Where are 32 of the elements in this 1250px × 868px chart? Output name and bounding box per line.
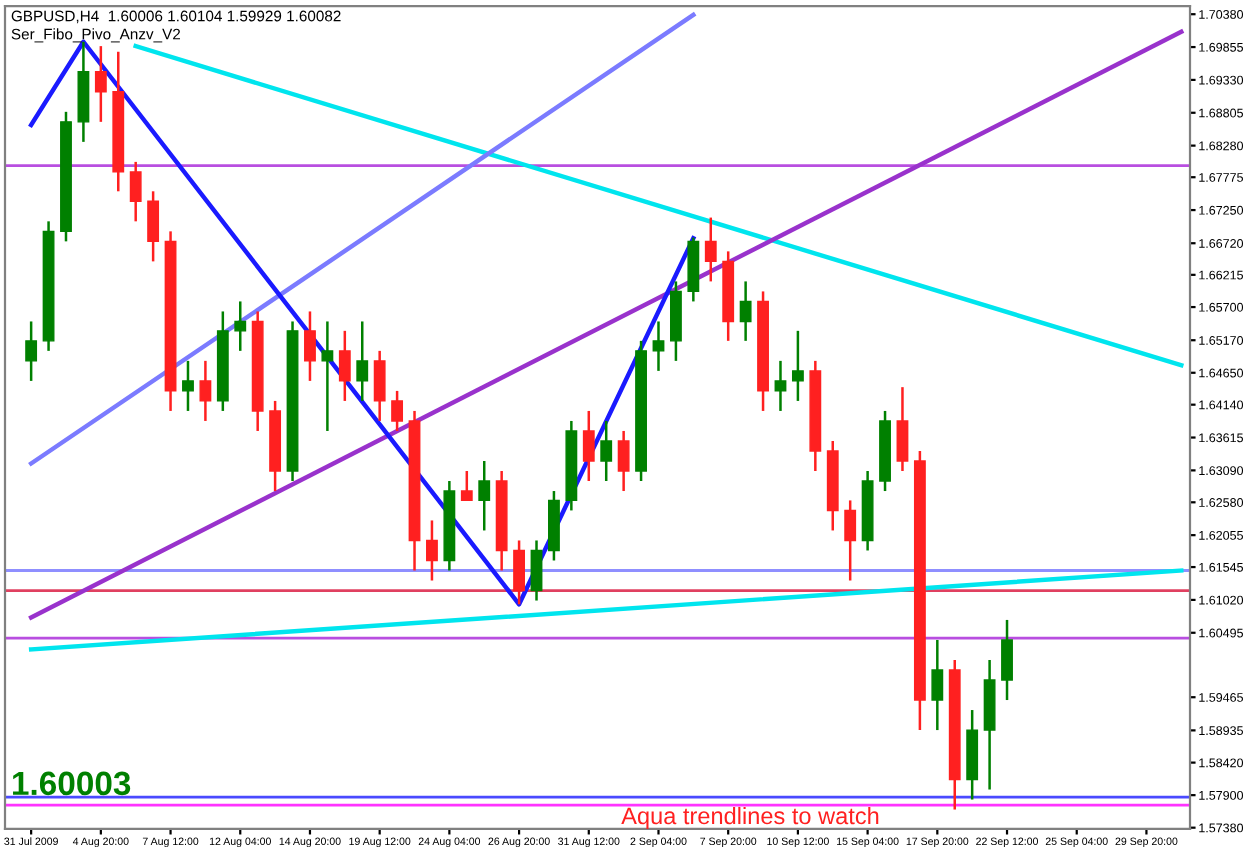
candlestick	[513, 539, 526, 606]
candlestick	[304, 310, 316, 383]
candlestick	[338, 329, 351, 403]
candlestick	[791, 329, 804, 403]
candlestick	[356, 320, 369, 403]
candlestick	[199, 359, 212, 423]
candlestick	[94, 44, 107, 124]
candlestick	[652, 320, 665, 373]
candlestick	[182, 359, 194, 413]
candlestick	[25, 320, 38, 383]
candlestick	[617, 429, 630, 493]
candlestick	[896, 385, 909, 473]
candlestick	[426, 519, 438, 582]
candlestick	[478, 459, 491, 532]
candlestick	[739, 280, 752, 343]
annotation: 1.60003	[13, 771, 131, 796]
candlestick	[147, 190, 160, 263]
candlestick	[774, 359, 787, 413]
candlestick	[234, 300, 247, 353]
candlestick	[321, 320, 334, 433]
candlestick	[391, 389, 404, 433]
candlestick	[460, 469, 473, 502]
annotation: Aqua trendlines to watch	[621, 806, 879, 829]
candlestick	[582, 409, 595, 483]
candlestick	[931, 638, 944, 732]
candlestick	[600, 419, 613, 483]
candlestick	[530, 539, 543, 602]
candlestick	[844, 499, 857, 582]
candlestick	[129, 160, 142, 223]
candlestick	[1001, 618, 1013, 702]
candlestick	[704, 216, 717, 283]
candlestick	[373, 349, 386, 423]
